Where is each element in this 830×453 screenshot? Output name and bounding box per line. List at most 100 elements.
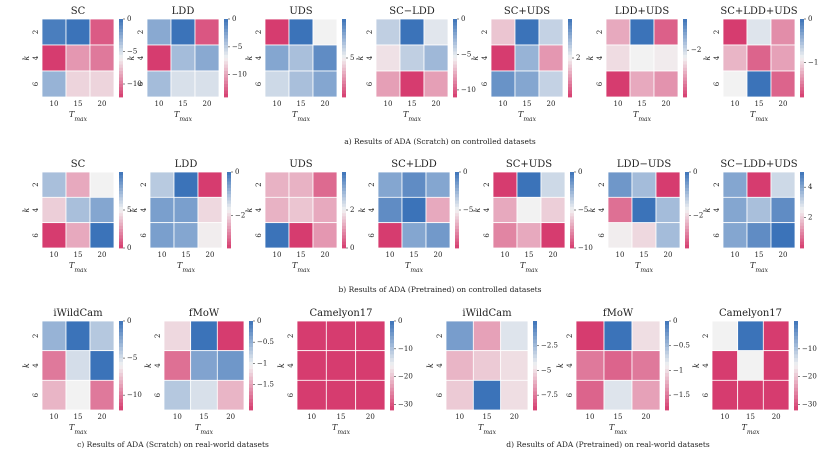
colorbar-segment [800, 197, 804, 201]
colorbar-segment [533, 369, 537, 374]
colorbar-segment [800, 184, 804, 189]
heatmap-cell [146, 44, 172, 72]
heatmap-cell [41, 171, 67, 198]
heatmap-cell [65, 70, 91, 98]
heatmap-cell [89, 18, 115, 46]
colorbar-segment [249, 372, 253, 378]
colorbar-segment [800, 175, 804, 179]
colorbar-segment [390, 395, 394, 400]
colorbar-segment [533, 361, 537, 366]
colorbar-segment [683, 67, 687, 72]
colorbar-tick-label: −30 [802, 400, 817, 408]
colorbar-segment [800, 244, 804, 249]
colorbar-segment [794, 324, 798, 329]
colorbar-segment [390, 358, 394, 363]
colorbar-segment [533, 406, 537, 411]
colorbar-segment [119, 346, 123, 352]
heatmap-cell [605, 70, 631, 98]
colorbar-segment [342, 194, 346, 198]
colorbar-segment [800, 232, 804, 236]
heatmap-cell [653, 44, 679, 72]
colorbar-segment [533, 398, 537, 403]
colorbar-segment [570, 229, 574, 233]
colorbar-tick-label: 0 [127, 15, 131, 23]
colorbar-segment [794, 398, 798, 403]
colorbar-segment [800, 45, 804, 49]
y-tick-label: 6 [483, 233, 491, 238]
colorbar-segment [119, 321, 123, 326]
colorbar-tick-label: −5 [578, 206, 588, 214]
colorbar-segment [342, 38, 346, 43]
x-axis-label: Tmax [750, 110, 769, 123]
y-tick-label: 4 [436, 363, 444, 368]
colorbar-segment [119, 332, 123, 337]
colorbar-segment [570, 238, 574, 243]
x-tick-label: 10 [273, 251, 282, 259]
colorbar-segment [570, 194, 574, 198]
colorbar-segment [119, 45, 123, 49]
colorbar-segment [794, 402, 798, 407]
colorbar-segment [570, 241, 574, 246]
colorbar-segment [119, 67, 123, 72]
panel-title: iWildCam [462, 308, 512, 319]
x-tick-label: 20 [98, 413, 107, 421]
y-tick-label: 6 [436, 392, 444, 397]
colorbar-segment [570, 210, 574, 214]
colorbar-segment [119, 328, 123, 333]
colorbar-segment [794, 406, 798, 411]
heatmap-cell [655, 171, 681, 198]
colorbar-segment [119, 219, 123, 224]
colorbar-segment [119, 241, 123, 246]
colorbar-segment [342, 80, 346, 85]
colorbar-segment [390, 369, 394, 374]
y-axis-label: k [426, 363, 435, 368]
colorbar-segment [683, 32, 687, 36]
colorbar-tick-label: −1 [673, 366, 683, 374]
colorbar-tick-label: 0 [235, 168, 239, 176]
colorbar-segment [249, 346, 253, 352]
colorbar-segment [119, 172, 123, 176]
colorbar-segment [119, 244, 123, 249]
panel-title: fMoW [189, 308, 220, 319]
heatmap-cell [770, 44, 796, 72]
colorbar-segment [665, 387, 669, 392]
colorbar-segment [794, 350, 798, 355]
y-tick-label: 4 [368, 207, 376, 212]
heatmap-cell [631, 171, 657, 198]
heatmap-cell [631, 222, 657, 249]
colorbar-segment [794, 346, 798, 352]
colorbar-segment [794, 361, 798, 366]
colorbar-segment [685, 235, 689, 239]
heatmap-cell [41, 18, 67, 46]
colorbar-tick-label: −10 [461, 86, 476, 94]
heatmap-cell [41, 70, 67, 98]
colorbar-segment [342, 58, 346, 62]
colorbar-segment [342, 184, 346, 189]
colorbar-segment [685, 219, 689, 224]
colorbar-segment [800, 200, 804, 205]
heatmap-cell [216, 379, 245, 411]
heatmap-cell [399, 70, 425, 98]
y-tick-label: 6 [598, 233, 606, 238]
colorbar-segment [390, 402, 394, 407]
colorbar-segment [568, 93, 572, 98]
heatmap-cell [296, 320, 327, 352]
colorbar-segment [665, 332, 669, 337]
colorbar-segment [249, 369, 253, 374]
colorbar-segment [685, 191, 689, 195]
colorbar-segment [342, 175, 346, 179]
colorbar-segment [453, 45, 457, 49]
colorbar-segment [342, 216, 346, 220]
x-tick-label: 15 [74, 251, 83, 259]
colorbar-segment [119, 222, 123, 227]
colorbar-segment [800, 80, 804, 85]
heatmap-cell [312, 44, 338, 72]
colorbar-segment [119, 41, 123, 46]
y-tick-label: 6 [713, 233, 721, 238]
colorbar-segment [224, 51, 228, 56]
heatmap-cell [540, 222, 566, 249]
y-tick-label: 4 [255, 207, 263, 212]
colorbar-segment [453, 74, 457, 78]
heatmap-cell [746, 44, 772, 72]
